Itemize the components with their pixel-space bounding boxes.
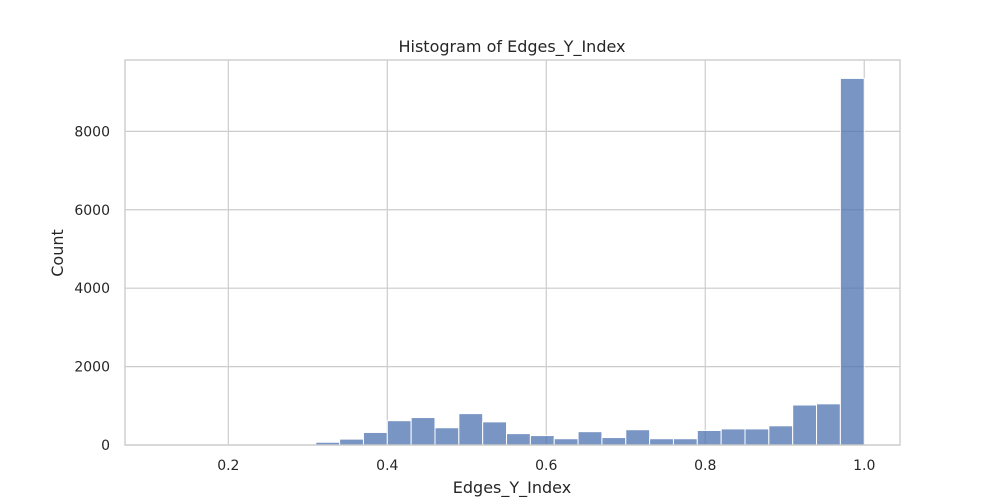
- histogram-bar-10: [386, 420, 412, 446]
- bars-layer: [148, 77, 865, 446]
- histogram-bar-12: [434, 427, 460, 446]
- histogram-bar-14: [482, 421, 508, 446]
- x-tick-labels: 0.2 0.4 0.6 0.8 1.0: [217, 458, 875, 474]
- x-tick-label: 1.0: [853, 458, 875, 474]
- histogram-bar-15: [506, 433, 531, 446]
- histogram-bar-18: [577, 431, 603, 446]
- histogram-bar-11: [410, 417, 436, 446]
- x-tick-label: 0.2: [217, 458, 239, 474]
- x-tick-label: 0.8: [694, 458, 716, 474]
- y-tick-label: 8000: [74, 124, 110, 140]
- y-axis-label: Count: [48, 229, 67, 277]
- histogram-bar-19: [601, 437, 627, 446]
- histogram-bar-20: [625, 429, 651, 446]
- x-axis-label: Edges_Y_Index: [453, 478, 571, 498]
- histogram-bar-13: [458, 413, 484, 446]
- histogram-bar-28: [816, 403, 841, 446]
- x-tick-label: 0.6: [535, 458, 557, 474]
- y-tick-label: 4000: [74, 281, 110, 297]
- histogram-bar-22: [672, 438, 698, 446]
- histogram-bar-8: [339, 438, 364, 446]
- y-tick-label: 6000: [74, 203, 110, 219]
- histogram-bar-24: [720, 428, 746, 446]
- histogram-bar-25: [744, 428, 770, 446]
- x-tick-label: 0.4: [376, 458, 398, 474]
- y-tick-labels: 0 2000 4000 6000 8000: [74, 124, 110, 454]
- histogram-bar-27: [792, 404, 818, 446]
- histogram-bar-17: [553, 438, 579, 446]
- histogram-bar-21: [649, 438, 674, 446]
- chart-title: Histogram of Edges_Y_Index: [398, 37, 625, 57]
- grid-layer: [125, 60, 900, 446]
- histogram-bar-9: [362, 431, 388, 446]
- histogram-bar-23: [696, 429, 722, 446]
- plot-frame: [124, 59, 901, 446]
- histogram-bar-16: [529, 435, 555, 446]
- y-tick-label: 2000: [74, 360, 110, 376]
- histogram-bar-29: [839, 77, 865, 446]
- histogram-bar-26: [768, 425, 794, 446]
- y-tick-label: 0: [101, 438, 110, 454]
